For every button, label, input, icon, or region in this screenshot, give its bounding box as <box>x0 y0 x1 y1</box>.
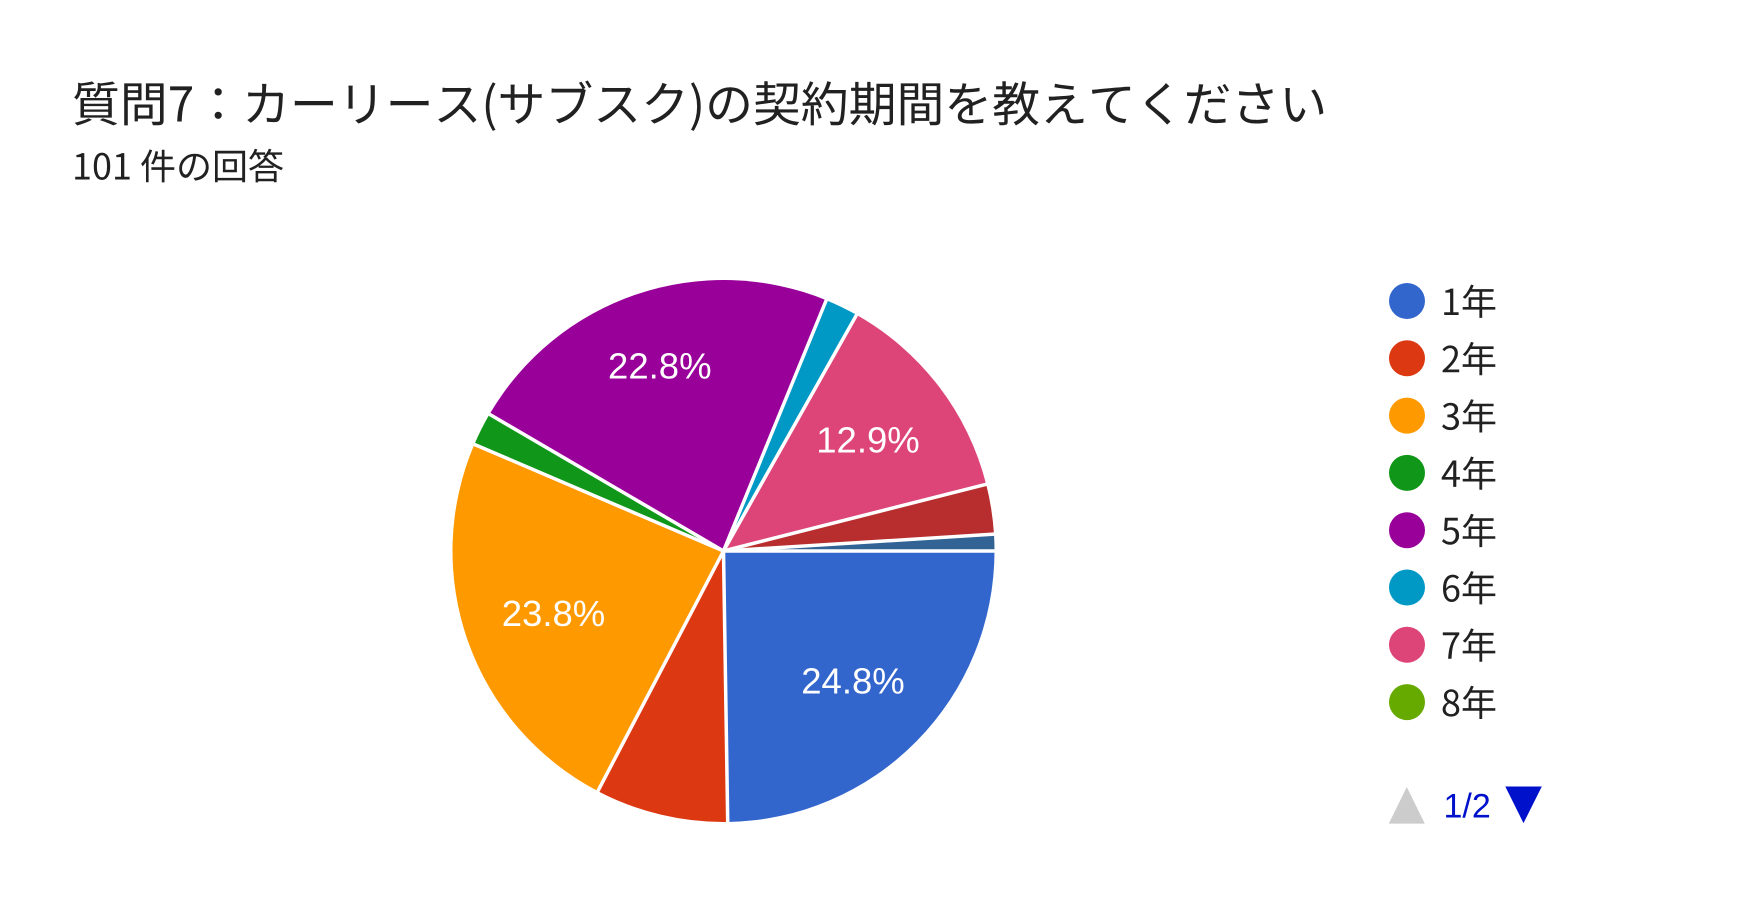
svg-text:22.8%: 22.8% <box>608 346 712 387</box>
svg-text:12.9%: 12.9% <box>816 420 920 461</box>
svg-text:1/2: 1/2 <box>1444 787 1491 825</box>
svg-text:23.8%: 23.8% <box>502 593 606 634</box>
svg-text:24.8%: 24.8% <box>801 661 905 702</box>
